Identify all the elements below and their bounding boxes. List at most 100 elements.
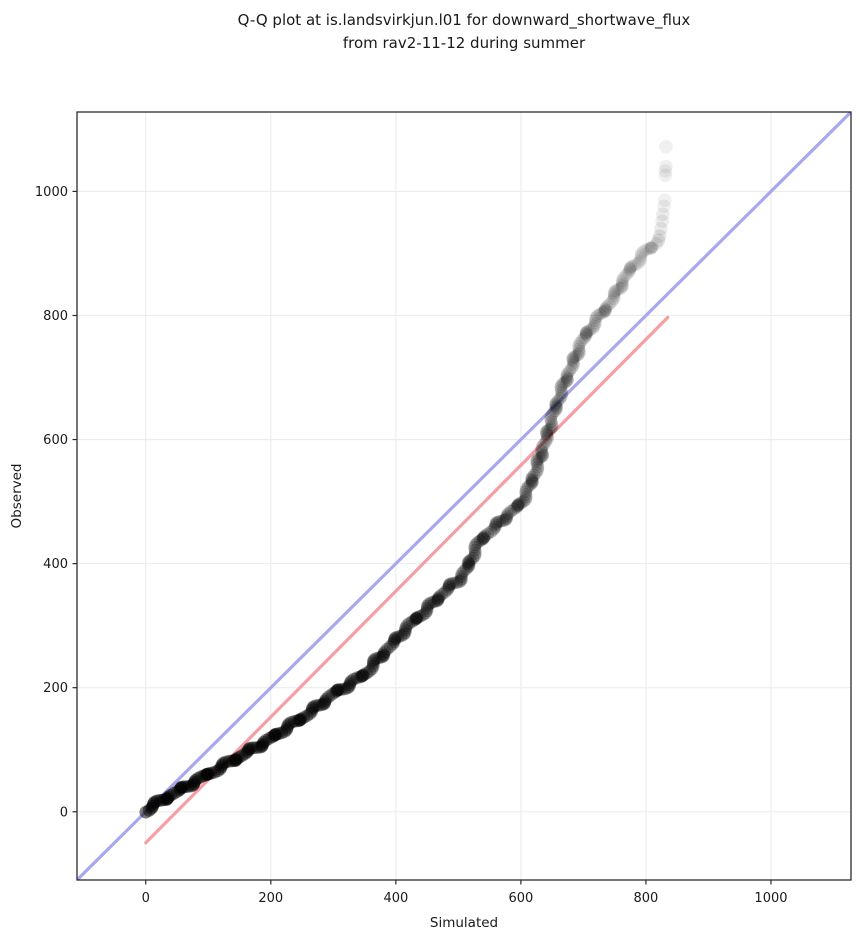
qq-point <box>487 522 501 536</box>
qq-point <box>280 721 294 735</box>
qq-point <box>514 496 528 510</box>
qq-point <box>194 770 208 784</box>
qq-point <box>519 485 533 499</box>
qq-point <box>341 681 354 695</box>
x-tick-label: 600 <box>508 891 533 906</box>
qq-point <box>356 668 370 682</box>
qq-point <box>560 371 574 385</box>
qq-point <box>455 572 468 586</box>
qq-point <box>388 633 401 647</box>
qq-point <box>360 666 374 680</box>
qq-point <box>386 637 400 651</box>
qq-point <box>541 432 554 445</box>
qq-point <box>366 657 380 671</box>
outlier-point <box>651 233 666 248</box>
qq-point <box>579 326 593 340</box>
qq-point <box>464 553 477 567</box>
qq-point <box>265 730 279 744</box>
qq-point <box>284 716 298 729</box>
qq-point <box>215 760 228 774</box>
qq-point <box>342 680 356 694</box>
qq-point <box>501 507 515 520</box>
qq-point <box>267 729 281 743</box>
qq-point <box>292 714 306 727</box>
qq-point <box>280 723 294 737</box>
qq-point <box>391 630 405 644</box>
qq-point <box>511 498 525 512</box>
qq-point <box>442 578 456 592</box>
outlier-point <box>655 214 669 228</box>
qq-point <box>431 593 445 607</box>
qq-point <box>319 692 333 706</box>
qq-point <box>536 449 549 463</box>
qq-point <box>520 482 533 496</box>
qq-point <box>290 714 304 728</box>
qq-point <box>504 504 518 518</box>
qq-point <box>259 733 273 747</box>
qq-point <box>184 779 198 793</box>
qq-point <box>588 314 602 327</box>
qq-point <box>644 241 657 255</box>
qq-point <box>535 446 549 460</box>
qq-point <box>410 611 423 625</box>
qq-point <box>421 599 434 613</box>
qq-point <box>357 668 371 681</box>
chart-title-line1: Q-Q plot at is.landsvirkjun.l01 for down… <box>237 11 691 29</box>
qq-point <box>572 346 586 360</box>
qq-point <box>549 396 563 410</box>
qq-point <box>529 466 543 480</box>
qq-point <box>586 321 600 335</box>
qq-point <box>307 700 321 713</box>
qq-point <box>507 502 521 516</box>
chart-title-line2: from rav2-11-12 during summer <box>342 33 586 52</box>
x-tick-label: 800 <box>634 891 659 906</box>
qq-point <box>466 551 480 565</box>
qq-point <box>549 399 563 413</box>
qq-point <box>376 649 390 663</box>
qq-point <box>191 772 205 785</box>
qq-point <box>639 243 653 257</box>
qq-point <box>241 745 254 759</box>
qq-point <box>525 474 539 487</box>
qq-point <box>269 727 283 741</box>
qq-point <box>331 683 344 697</box>
qq-point <box>572 342 586 356</box>
qq-point <box>389 631 403 645</box>
outlier-point <box>658 164 673 178</box>
qq-point <box>255 740 269 753</box>
qq-point <box>313 698 326 712</box>
qq-point <box>460 562 473 576</box>
qq-point <box>540 427 554 441</box>
qq-point <box>567 350 580 364</box>
qq-point <box>572 339 586 353</box>
qq-point <box>343 676 357 690</box>
qq-point <box>633 254 647 268</box>
qq-point <box>623 262 637 276</box>
qq-point <box>430 594 443 608</box>
qq-point <box>598 304 612 318</box>
y-tick-label: 1000 <box>35 185 68 200</box>
qq-point <box>305 703 319 716</box>
qq-point <box>409 612 423 626</box>
qq-point <box>525 476 539 490</box>
qq-point <box>548 404 562 418</box>
qq-point <box>347 672 361 686</box>
qq-point <box>521 480 535 493</box>
qq-point <box>559 375 573 389</box>
qq-point <box>355 669 369 683</box>
qq-point <box>578 331 591 345</box>
qq-point <box>171 785 184 798</box>
qq-point <box>563 364 577 378</box>
qq-point <box>619 268 633 282</box>
qq-point <box>159 793 173 806</box>
qq-point <box>257 735 271 749</box>
qq-point <box>441 583 454 597</box>
qq-point <box>375 650 389 664</box>
qq-point <box>399 621 412 635</box>
qq-point <box>468 549 482 563</box>
qq-point <box>500 511 513 524</box>
y-tick-label: 800 <box>43 309 68 324</box>
grid <box>77 112 851 880</box>
qq-point <box>297 711 311 724</box>
